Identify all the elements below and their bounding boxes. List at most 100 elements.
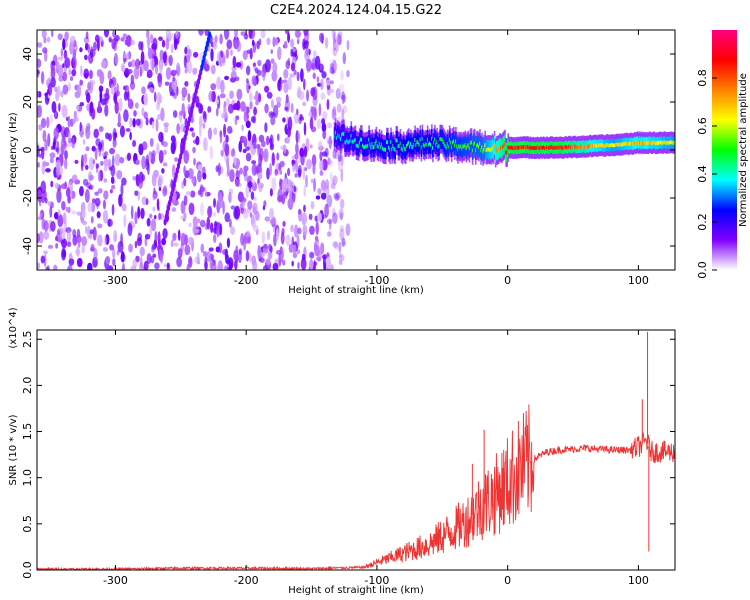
noise-cell	[60, 183, 67, 190]
signal-core	[426, 137, 429, 142]
signal-core	[587, 144, 590, 149]
noise-cell	[263, 200, 267, 207]
signal-core	[424, 142, 427, 147]
signal-core	[542, 145, 545, 150]
noise-cell	[154, 64, 159, 75]
signal-core	[477, 143, 479, 148]
noise-cell	[98, 149, 102, 157]
signal-core	[598, 143, 600, 148]
noise-cell	[81, 236, 88, 247]
signal-core	[664, 140, 666, 145]
noise-cell	[117, 112, 121, 126]
noise-cell	[334, 241, 339, 250]
noise-cell	[151, 173, 157, 187]
noise-cell	[143, 111, 148, 120]
noise-cell	[281, 259, 286, 266]
noise-cell	[203, 63, 210, 72]
signal-core	[548, 146, 550, 150]
noise-cell	[292, 252, 298, 259]
signal-core	[342, 131, 344, 136]
noise-cell	[126, 152, 132, 161]
signal-core	[429, 142, 432, 147]
noise-cell	[104, 132, 110, 140]
noise-cell	[132, 140, 137, 147]
noise-cell	[260, 69, 267, 78]
noise-cell	[187, 48, 192, 58]
signal-core	[451, 140, 454, 145]
snr-frame	[36, 329, 676, 571]
noise-cell	[157, 72, 163, 83]
noise-cell	[89, 184, 94, 190]
signal-core	[386, 140, 388, 145]
noise-cell	[245, 230, 251, 238]
noise-cell	[122, 85, 127, 91]
signal-core	[600, 143, 603, 148]
noise-cell	[112, 138, 117, 148]
noise-cell	[166, 262, 170, 269]
signal-core	[427, 142, 430, 147]
signal-core	[385, 147, 387, 152]
noise-cell	[46, 116, 50, 129]
noise-cell	[89, 69, 93, 80]
noise-cell	[234, 30, 238, 39]
noise-cell	[76, 257, 83, 268]
signal-core	[478, 145, 480, 149]
y-tick-label: -40	[21, 237, 34, 255]
noise-cell	[158, 36, 163, 42]
signal-core	[433, 140, 435, 145]
noise-cell	[320, 192, 327, 200]
noise-cell	[112, 248, 116, 260]
noise-cell	[208, 247, 214, 252]
signal-core	[524, 145, 526, 149]
noise-cell	[319, 170, 324, 176]
noise-cell	[321, 151, 328, 157]
noise-cell	[40, 180, 47, 194]
noise-cell	[328, 135, 332, 150]
signal-core	[345, 140, 347, 145]
signal-core	[355, 143, 358, 148]
noise-cell	[210, 83, 217, 91]
noise-cell	[300, 68, 304, 83]
noise-cell	[220, 149, 224, 157]
signal-core	[573, 144, 575, 149]
noise-cell	[173, 39, 178, 51]
signal-core	[356, 143, 359, 148]
noise-cell	[113, 94, 116, 102]
signal-core	[491, 146, 494, 151]
signal-core	[460, 144, 462, 149]
noise-cell	[58, 75, 64, 82]
noise-cell	[326, 99, 330, 111]
noise-cell	[37, 58, 42, 68]
noise-cell	[293, 112, 300, 124]
noise-cell	[309, 258, 314, 270]
noise-cell	[229, 128, 233, 134]
noise-cell	[112, 258, 116, 267]
noise-cell	[103, 158, 109, 167]
signal-core	[405, 143, 408, 148]
signal-core	[519, 145, 522, 150]
noise-cell	[238, 250, 242, 264]
noise-cell	[149, 213, 153, 219]
noise-cell	[89, 174, 94, 181]
noise-cell	[269, 188, 273, 197]
signal-core	[497, 147, 500, 152]
signal-core	[564, 144, 567, 149]
noise-cell	[42, 129, 47, 142]
noise-cell	[273, 233, 277, 247]
signal-core	[346, 138, 348, 143]
signal-core	[532, 145, 535, 150]
signal-core	[458, 144, 460, 149]
signal-core	[408, 140, 410, 145]
noise-cell	[192, 216, 198, 227]
noise-cell	[37, 90, 40, 98]
noise-cell	[153, 214, 157, 220]
noise-cell	[98, 126, 104, 132]
noise-cell	[109, 147, 115, 155]
signal-core	[511, 145, 514, 150]
noise-cell	[87, 262, 93, 270]
noise-cell	[238, 140, 243, 153]
signal-core	[402, 144, 405, 148]
noise-cell	[134, 102, 139, 109]
noise-cell	[309, 251, 315, 259]
noise-cell	[266, 135, 270, 146]
